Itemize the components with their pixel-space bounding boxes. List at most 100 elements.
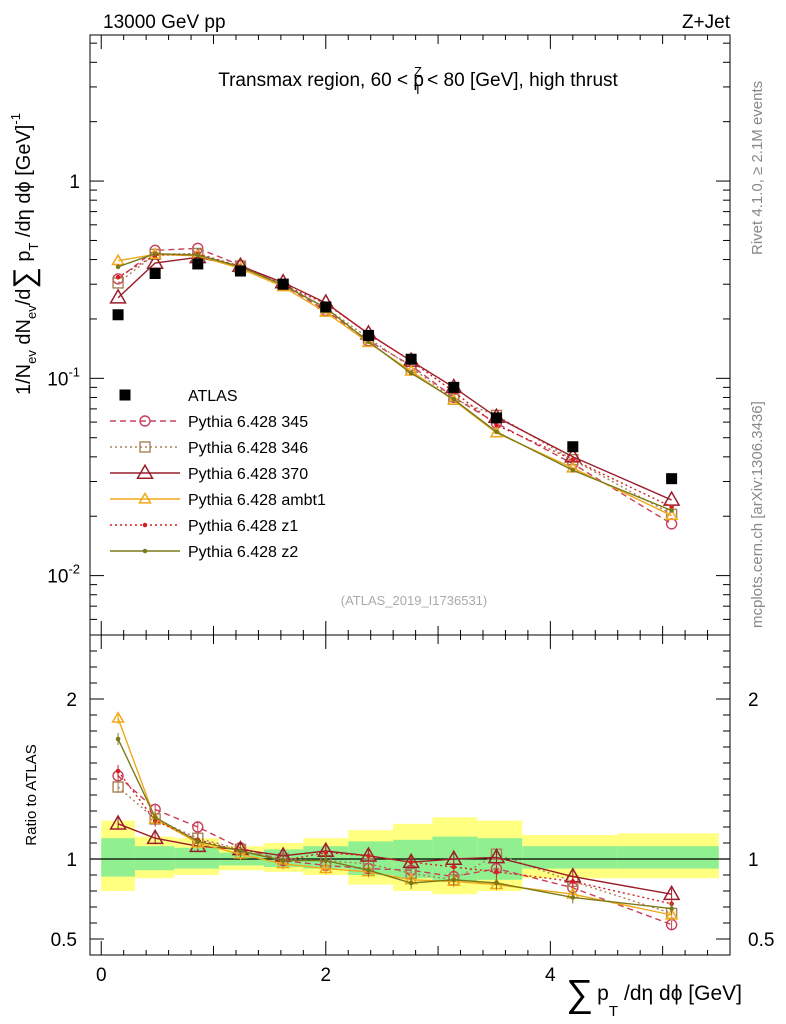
legend-label: Pythia 6.428 z1 (188, 518, 298, 535)
ratio-band-inner (101, 838, 135, 877)
title-sub: T (414, 82, 422, 97)
legend-marker (138, 492, 152, 504)
legend-marker (136, 463, 154, 479)
series-line (117, 252, 672, 515)
series-point (408, 370, 414, 376)
y-tick-label: 10-1 (47, 364, 80, 390)
series-pythia-6.428-345 (112, 242, 678, 530)
series-point (669, 508, 674, 513)
series-point (494, 422, 499, 428)
mcplots-label: mcplots.cern.ch [arXiv:1306.3436] (749, 401, 766, 628)
series-point (115, 264, 121, 270)
title-main: Transmax region, 60 < p (218, 70, 424, 91)
ratio-tick-label-right: 1 (748, 850, 759, 871)
series-line (117, 247, 672, 525)
y-tick-label: 10-2 (47, 562, 80, 588)
data-point (567, 441, 579, 453)
plot-title: Transmax region, 60 < pZ T < 80 [GeV], hi… (218, 64, 618, 97)
ratio-band-inner (617, 846, 719, 869)
data-point (448, 381, 460, 393)
x-tick-label: 4 (545, 965, 556, 986)
ratio-series-line (117, 717, 672, 916)
ratio-ylabel: Ratio to ATLAS (23, 744, 40, 845)
y-tick-label: 1 (69, 172, 80, 193)
legend-marker (142, 522, 148, 528)
data-point (277, 278, 289, 290)
data-point (666, 473, 678, 485)
legend: ATLAS Pythia 6.428 345 Pythia 6.428 346 Pyt… (110, 388, 326, 561)
main-panel: 10-2 10-1 1 (47, 34, 731, 636)
series-point (570, 467, 576, 473)
series-point (446, 393, 461, 405)
data-point (112, 309, 124, 321)
series-point (451, 396, 457, 402)
series-line (117, 256, 672, 501)
ratio-band-inner (522, 846, 618, 869)
legend-entry: Pythia 6.428 z2 (110, 544, 298, 561)
legend-entry: ATLAS (119, 388, 238, 405)
main-series (109, 242, 681, 530)
series-point (115, 274, 121, 280)
ratio-tick-label-right: 0.5 (748, 930, 774, 951)
legend-label: ATLAS (188, 388, 238, 405)
data-point (192, 258, 204, 270)
header-process: Z+Jet (682, 12, 731, 33)
ratio-series-pythia-6.428-z2 (115, 733, 674, 915)
ratio-tick-label-right: 2 (748, 690, 759, 711)
series-line (117, 253, 672, 508)
ratio-band-inner (174, 847, 220, 869)
series-point (665, 518, 678, 530)
legend-label: Pythia 6.428 z2 (188, 544, 298, 561)
ratio-series-line (117, 738, 672, 910)
legend-marker (142, 548, 148, 554)
legend-marker (139, 415, 151, 427)
legend-entry: Pythia 6.428 345 (110, 414, 308, 431)
legend-entry: Pythia 6.428 z1 (110, 518, 298, 535)
data-point (149, 267, 161, 279)
xlabel: ∑ pT/dη dϕ [GeV] (566, 973, 742, 1020)
rivet-version-label: Rivet 4.1.0, ≥ 2.1M events (749, 81, 766, 255)
legend-entry: Pythia 6.428 370 (110, 463, 308, 483)
ratio-tick-label: 0.5 (51, 930, 77, 951)
series-point (570, 457, 576, 462)
ratio-tick-label: 2 (66, 690, 77, 711)
ratio-tick-label: 1 (66, 850, 77, 871)
series-atlas-data (112, 258, 678, 485)
legend-marker (119, 389, 131, 401)
legend-marker (139, 441, 151, 453)
x-tick-label: 2 (321, 965, 332, 986)
main-ylabel: 1/Nev dNev/d∑ pT /dη dϕ [GeV]-1 (8, 113, 41, 395)
series-point (152, 251, 158, 256)
legend-entry: Pythia 6.428 346 (110, 440, 308, 457)
data-point (490, 412, 502, 424)
ratio-band-inner (134, 846, 175, 871)
analysis-watermark: (ATLAS_2019_I1736531) (341, 593, 487, 608)
legend-label: Pythia 6.428 ambt1 (188, 492, 326, 509)
ratio-panel: 0 2 4 0.5 0.5 1 1 2 2 (51, 634, 774, 986)
series-point (361, 335, 376, 348)
data-point (320, 301, 332, 313)
series-line (117, 252, 672, 512)
data-point (362, 329, 374, 341)
legend-entry: Pythia 6.428 ambt1 (110, 492, 326, 509)
legend-label: Pythia 6.428 370 (188, 466, 308, 483)
series-point (662, 490, 681, 506)
legend-label: Pythia 6.428 346 (188, 440, 308, 457)
series-point (489, 425, 504, 438)
main-frame (89, 34, 731, 636)
legend-label: Pythia 6.428 345 (188, 414, 308, 431)
series-point (664, 508, 679, 521)
ratio-series-line (117, 823, 672, 895)
ratio-series (109, 711, 681, 931)
x-tick-label: 0 (96, 965, 107, 986)
data-point (405, 353, 417, 365)
title-sup: Z (414, 64, 422, 79)
main-axes: 10-2 10-1 1 (47, 35, 730, 636)
series-point (669, 504, 674, 510)
series-point (109, 288, 127, 304)
ratio-axes: 0 2 4 0.5 0.5 1 1 2 2 (51, 635, 774, 986)
header-collision: 13000 GeV pp (103, 12, 226, 33)
series-point (494, 429, 499, 435)
title-tail: < 80 [GeV], high thrust (422, 70, 619, 91)
